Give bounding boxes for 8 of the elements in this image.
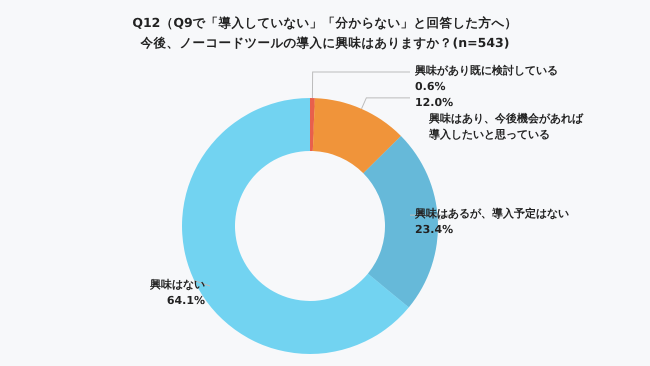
chart-subtitle: 今後、ノーコードツールの導入に興味はありますか？(n=543) (140, 35, 510, 50)
data-label: 0.6% (415, 80, 446, 94)
slice-label: 興味があり既に検討している (414, 64, 558, 78)
slice-label: 興味はあり、今後機会があれば導入したいと思っている (428, 112, 584, 142)
chart-title: Q12（Q9で「導入していない」「分からない」と回答した方へ） (132, 15, 518, 30)
data-label: 64.1% (166, 294, 205, 308)
slice-label: 興味はあるが、導入予定はない (414, 207, 569, 220)
data-label: 12.0% (415, 96, 454, 110)
